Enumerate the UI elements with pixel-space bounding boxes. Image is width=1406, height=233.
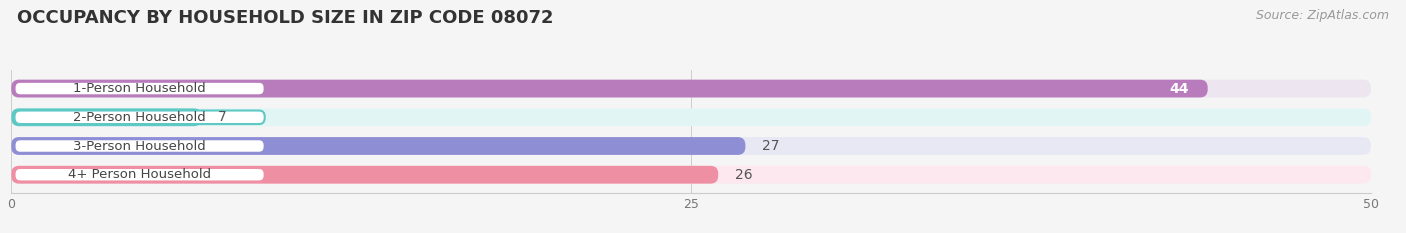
Text: 27: 27: [762, 139, 779, 153]
FancyBboxPatch shape: [11, 166, 718, 184]
FancyBboxPatch shape: [11, 80, 1208, 97]
Text: 7: 7: [218, 110, 226, 124]
FancyBboxPatch shape: [14, 82, 264, 95]
FancyBboxPatch shape: [14, 110, 264, 124]
Text: 26: 26: [734, 168, 752, 182]
FancyBboxPatch shape: [11, 108, 201, 126]
FancyBboxPatch shape: [14, 168, 264, 182]
Text: 3-Person Household: 3-Person Household: [73, 140, 205, 153]
FancyBboxPatch shape: [11, 137, 745, 155]
FancyBboxPatch shape: [11, 137, 1371, 155]
FancyBboxPatch shape: [14, 139, 264, 153]
Text: 2-Person Household: 2-Person Household: [73, 111, 205, 124]
Text: 4+ Person Household: 4+ Person Household: [67, 168, 211, 181]
FancyBboxPatch shape: [11, 108, 1371, 126]
Text: OCCUPANCY BY HOUSEHOLD SIZE IN ZIP CODE 08072: OCCUPANCY BY HOUSEHOLD SIZE IN ZIP CODE …: [17, 9, 554, 27]
Text: 1-Person Household: 1-Person Household: [73, 82, 205, 95]
Text: 44: 44: [1170, 82, 1188, 96]
FancyBboxPatch shape: [11, 166, 1371, 184]
Text: Source: ZipAtlas.com: Source: ZipAtlas.com: [1256, 9, 1389, 22]
FancyBboxPatch shape: [11, 80, 1371, 97]
